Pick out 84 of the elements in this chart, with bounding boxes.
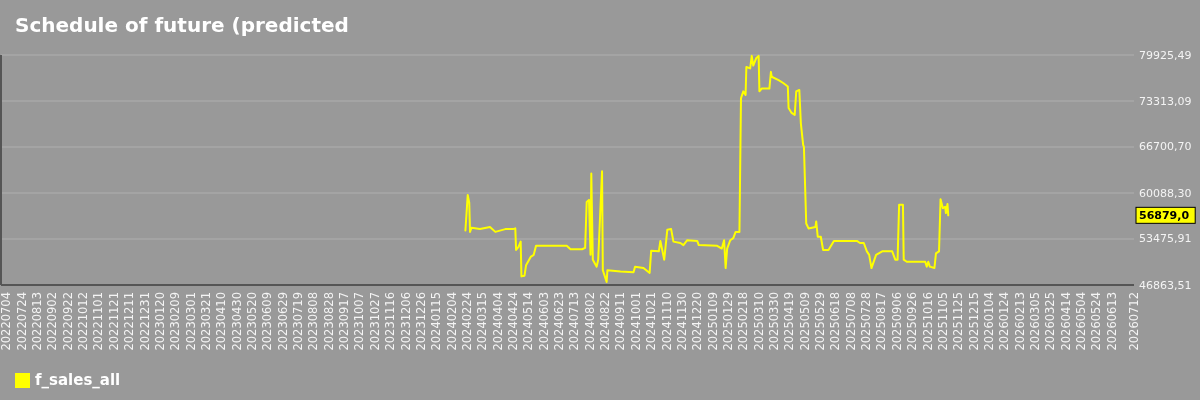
x-tick-label: 20250618 [828,292,843,351]
x-tick-label: 20230520 [245,292,260,351]
x-tick-label: 20251105 [935,292,950,351]
x-tick-label: 20260124 [997,292,1012,351]
x-tick-label: 20230609 [260,292,275,351]
x-tick-label: 20230917 [337,292,352,351]
x-tick-label: 20240315 [475,292,490,351]
x-tick-label: 20250926 [905,292,920,351]
x-tick-label: 20260414 [1058,292,1073,351]
x-tick-label: 20250330 [766,292,781,351]
y-tick-label: 66700,70 [1139,140,1192,154]
legend-label: f_sales_all [35,371,121,389]
x-tick-label: 20230301 [183,292,198,351]
x-tick-label: 20231226 [413,292,428,351]
x-tick-label: 20260712 [1127,292,1141,351]
x-tick-label: 20221012 [76,292,91,351]
x-tick-label: 20260213 [1012,292,1027,351]
x-tick-label: 20240822 [598,292,613,351]
x-tick-label: 20221211 [122,292,137,351]
x-tick-label: 20221231 [137,292,152,351]
x-tick-label: 20230719 [291,292,306,351]
x-tick-label: 20230321 [198,292,213,351]
x-tick-label: 20240514 [521,292,536,351]
x-tick-label: 20240603 [536,292,551,351]
x-tick-label: 20241130 [674,292,689,351]
x-tick-label: 20250509 [797,292,812,351]
x-tick-label: 20250419 [782,292,797,351]
x-tick-label: 20250109 [705,292,720,351]
x-tick-label: 20250817 [874,292,889,351]
x-tick-label: 20241021 [644,292,659,351]
line-series [464,54,950,283]
x-tick-label: 20251125 [951,292,966,351]
x-tick-label: 20260524 [1089,292,1104,351]
x-tick-label: 20250708 [843,292,858,351]
x-tick-label: 20220704 [0,292,14,351]
chart-title: Schedule of future (predicted [15,13,349,37]
x-tick-label: 20230430 [229,292,244,351]
x-tick-label: 20250218 [736,292,751,351]
x-tick-label: 20240115 [429,292,444,351]
x-tick-label: 20250906 [889,292,904,351]
x-tick-label: 20260305 [1027,292,1042,351]
x-tick-label: 20240802 [582,292,597,351]
y-tick-label: 53475,91 [1139,232,1192,246]
x-tick-label: 20230410 [214,292,229,351]
x-tick-label: 20240623 [552,292,567,351]
x-tick-label: 20240404 [490,292,505,351]
x-tick-label: 20231116 [383,292,398,351]
x-tick-label: 20260325 [1043,292,1058,351]
y-tick-label: 46863,51 [1139,278,1192,292]
x-tick-label: 20241001 [628,292,643,351]
x-tick-label: 20240713 [567,292,582,351]
x-tick-label: 20250129 [720,292,735,351]
x-tick-label: 20230209 [168,292,183,351]
x-tick-label: 20230828 [321,292,336,351]
x-tick-label: 20260613 [1104,292,1119,351]
x-tick-label: 20231027 [367,292,382,351]
y-tick-label: 79925,49 [1139,48,1192,62]
x-tick-label: 20240911 [613,292,628,351]
text: 56879,0 [1139,208,1190,222]
x-tick-label: 20220724 [14,292,29,351]
x-tick-label: 20231206 [398,292,413,351]
x-tick-label: 20241110 [659,292,674,351]
x-tick-label: 20240224 [459,292,474,351]
x-tick-label: 20251215 [966,292,981,351]
x-tick-label: 20220813 [30,292,45,351]
x-tick-label: 20260504 [1074,292,1089,351]
x-tick-label: 20251016 [920,292,935,351]
x-tick-label: 20240204 [444,292,459,351]
x-tick-label: 20230629 [275,292,290,351]
x-tick-label: 20260104 [981,292,996,351]
x-tick-label: 20221101 [91,292,106,351]
x-tick-label: 20231007 [352,292,367,351]
x-tick-label: 20220922 [60,292,75,351]
y-tick-label: 60088,30 [1139,186,1192,200]
x-tick-label: 20250310 [751,292,766,351]
x-tick-label: 20230808 [306,292,321,351]
x-tick-label: 20221121 [106,292,121,351]
x-tick-label: 20241220 [690,292,705,351]
x-tick-label: 20230120 [152,292,167,351]
x-tick-label: 20250728 [859,292,874,351]
x-tick-label: 20250529 [813,292,828,351]
x-tick-label: 20240424 [506,292,520,351]
x-tick-label: 20220902 [45,292,60,351]
y-tick-label: 73313,09 [1139,94,1192,108]
